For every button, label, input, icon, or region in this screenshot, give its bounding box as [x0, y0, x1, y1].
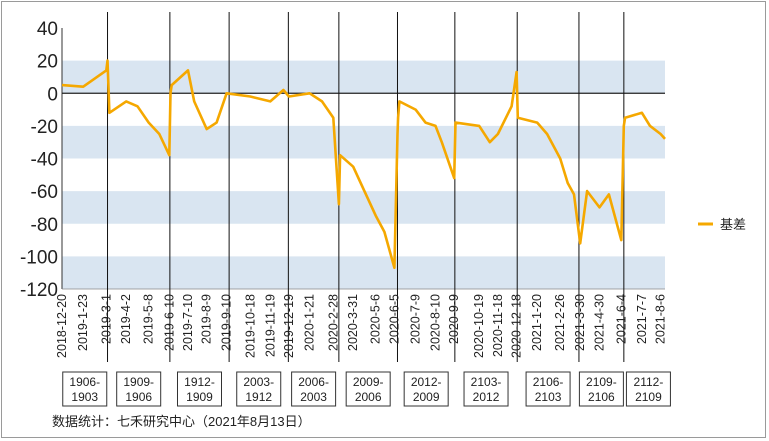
x-tick-label: 2019-12-19	[282, 294, 296, 358]
x-tick-label: 2019-1-23	[76, 294, 90, 351]
contract-label: 2103-2012	[471, 375, 502, 404]
y-tick-label: -120	[20, 280, 58, 301]
contract-box	[463, 371, 509, 407]
x-tick-label: 2020-6-5	[387, 294, 401, 344]
contract-label: 1909-1906	[123, 375, 154, 404]
contract-label: 1912-1909	[184, 375, 215, 404]
grid-band	[62, 191, 665, 224]
x-tick-label: 2021-4-30	[593, 294, 607, 351]
axes	[61, 28, 665, 290]
x-tick-label: 2019-6-10	[162, 294, 176, 351]
x-tick-label: 2021-2-26	[553, 294, 567, 351]
grid-bands	[62, 60, 665, 289]
x-tick-label: 2020-3-31	[346, 294, 360, 351]
x-tick-label: 2019-3-1	[99, 294, 113, 344]
grid-band	[62, 125, 665, 159]
contract-label: 2106-2103	[533, 375, 564, 404]
y-tick-label: 40	[37, 19, 58, 40]
legend: 基差	[698, 217, 746, 232]
y-tick-label: -80	[31, 215, 58, 236]
x-tick-label: 2021-6-4	[614, 294, 628, 344]
contract-box	[345, 371, 391, 407]
x-tick-label: 2020-1-21	[303, 294, 317, 351]
contract-label: 2109-2106	[586, 375, 617, 404]
x-tick-label: 2020-12-18	[510, 294, 524, 358]
x-tick-label: 2019-9-10	[220, 294, 234, 351]
y-tick-label: -60	[31, 182, 58, 203]
grid-band	[62, 60, 665, 94]
x-tick-label: 2018-12-20	[55, 294, 69, 358]
legend-label: 基差	[720, 217, 746, 232]
contract-label: 2112-2109	[634, 375, 664, 404]
x-tick-label: 2020-10-19	[472, 294, 486, 358]
x-tick-label: 2020-9-9	[447, 294, 461, 344]
x-tick-label: 2019-5-8	[142, 294, 156, 344]
y-tick-label: -100	[20, 247, 58, 268]
contract-label: 2006-2003	[298, 375, 329, 404]
y-tick-label: -40	[31, 150, 58, 171]
contract-box	[116, 371, 162, 407]
contract-boxes: 1906-1903 1909-1906 1912-1909 2003-1912 2006…	[62, 371, 671, 407]
contract-box	[578, 371, 624, 407]
y-tick-label: 20	[37, 52, 58, 73]
x-tick-label: 2021-3-30	[573, 294, 587, 351]
x-tick-label: 2020-8-10	[429, 294, 443, 351]
x-tick-labels: 2018-12-20 2019-1-23 2019-3-1 2019-4-2 2019-…	[55, 294, 668, 358]
x-tick-label: 2019-7-10	[181, 294, 195, 351]
y-tick-label: -20	[31, 117, 58, 138]
contract-box	[176, 371, 222, 407]
x-tick-label: 2021-7-7	[635, 294, 649, 344]
contract-label: 2003-1912	[243, 375, 274, 404]
series-line-basis	[61, 59, 666, 270]
contract-box	[236, 371, 282, 407]
contract-label: 2009-2006	[353, 375, 384, 404]
source-note: 数据统计：七禾研究中心（2021年8月13日）	[52, 414, 311, 429]
contract-box	[291, 371, 337, 407]
x-tick-label: 2019-4-2	[119, 294, 133, 344]
x-tick-label: 2020-2-28	[326, 294, 340, 351]
x-tick-label: 2021-1-20	[530, 294, 544, 351]
contract-box	[403, 371, 449, 407]
x-tick-label: 2020-7-9	[409, 294, 423, 344]
x-tick-label: 2020-5-6	[369, 294, 383, 344]
contract-label: 1906-1903	[69, 375, 100, 404]
grid-band	[62, 256, 665, 289]
x-tick-label: 2021-8-6	[654, 294, 668, 344]
x-tick-label: 2019-10-18	[243, 294, 257, 358]
y-tick-labels: 40 20 0 -20 -40 -60 -80 -100 -120	[20, 19, 58, 301]
x-tick-label: 2019-8-9	[200, 294, 214, 344]
contract-box	[62, 371, 108, 407]
contract-box	[525, 371, 571, 407]
contract-box	[625, 371, 671, 407]
y-tick-label: 0	[47, 84, 58, 105]
x-tick-label: 2019-11-19	[263, 294, 277, 357]
contract-label: 2012-2009	[411, 375, 442, 404]
series-lines	[61, 59, 666, 270]
x-tick-label: 2020-11-18	[491, 294, 505, 357]
